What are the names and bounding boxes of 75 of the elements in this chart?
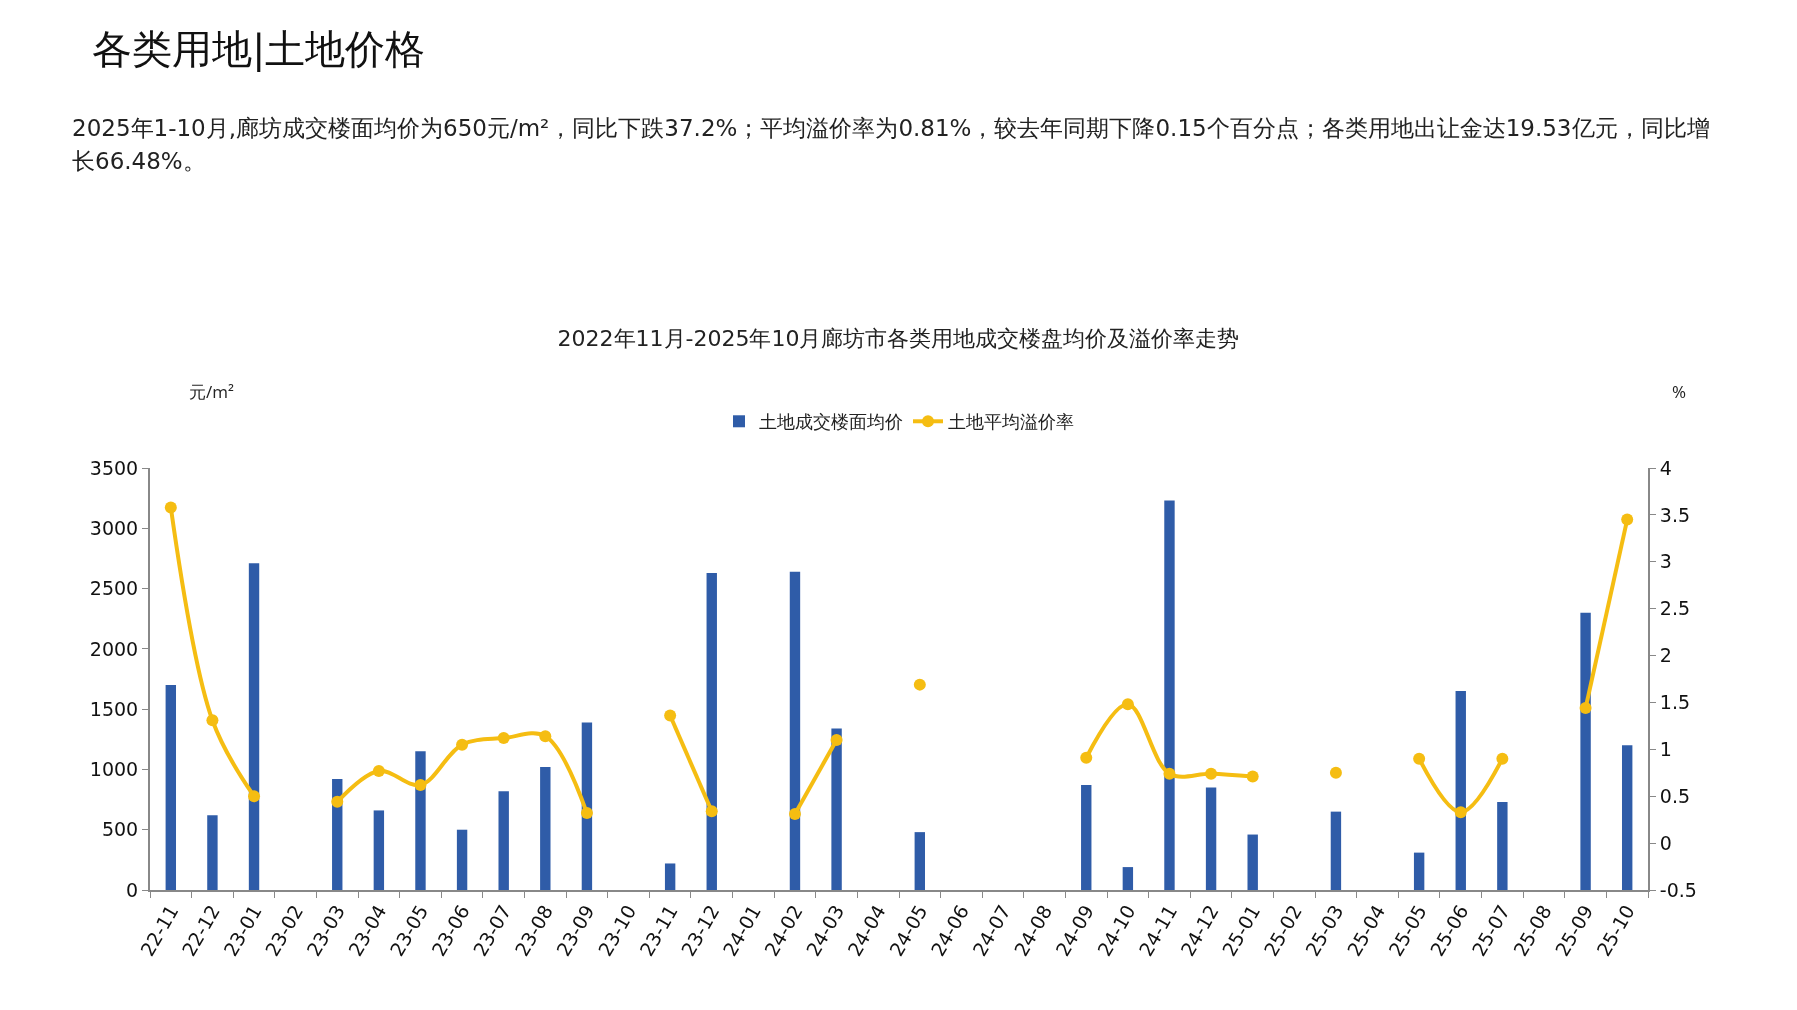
bar <box>1164 500 1175 890</box>
bar <box>1247 834 1258 890</box>
bar <box>706 572 717 890</box>
chart-title: 2022年11月-2025年10月廊坊市各类用地成交楼盘均价及溢价率走势 <box>557 325 1240 351</box>
y-tick-label: 2000 <box>89 637 139 660</box>
bar <box>1621 745 1633 890</box>
y2-axis-title: % <box>1672 380 1687 403</box>
legend-label: 土地平均溢价率 <box>948 409 1074 434</box>
point <box>705 805 718 818</box>
bar <box>373 810 385 890</box>
point <box>1080 751 1093 764</box>
bar <box>1330 811 1342 890</box>
y2-tick-label: 1.5 <box>1659 691 1691 714</box>
bar <box>1497 801 1508 890</box>
bar <box>498 791 509 890</box>
point <box>372 764 385 777</box>
bar <box>1580 612 1591 890</box>
bar <box>165 685 177 890</box>
bar <box>1205 787 1217 890</box>
bar <box>1122 867 1134 890</box>
y2-tick-label: 3.5 <box>1659 503 1691 526</box>
y2-tick-label: -0.5 <box>1659 878 1697 901</box>
y2-tick-label: 0 <box>1659 831 1672 854</box>
y2-tick-label: 2 <box>1659 644 1672 667</box>
text: 各类用地|土地价格 <box>92 25 426 74</box>
bar <box>1081 785 1092 890</box>
point <box>1413 752 1426 765</box>
bar <box>914 832 926 890</box>
y-tick-label: 3500 <box>89 456 139 479</box>
y-axis-title: 元/m² <box>189 380 234 403</box>
text: 2025年1-10月,廊坊成交楼面均价为650元/m²，同比下跌37.2%；平均溢价率为0.81%，较去年同期下降0.15个百分点；各类用地出让金达19.53亿元，同比增长66.48%。 <box>72 114 1711 176</box>
point <box>206 714 219 727</box>
y-tick-label: 1500 <box>89 697 139 720</box>
point <box>1454 806 1467 819</box>
bar <box>664 863 676 890</box>
point <box>1329 766 1342 779</box>
bar <box>207 815 218 890</box>
point <box>1205 767 1218 780</box>
y-tick-label: 500 <box>101 818 139 841</box>
point <box>1246 770 1259 783</box>
point <box>1579 702 1592 715</box>
point <box>913 678 926 691</box>
point <box>164 501 177 514</box>
y2-tick-label: 1 <box>1659 737 1672 760</box>
point <box>456 738 469 751</box>
y2-tick-label: 3 <box>1659 550 1672 573</box>
y-tick-label: 2500 <box>89 577 139 600</box>
point <box>664 709 677 722</box>
point <box>248 790 261 803</box>
y2-tick-label: 2.5 <box>1659 597 1691 620</box>
bar <box>789 571 801 890</box>
bar <box>540 767 551 890</box>
bar <box>831 728 842 890</box>
y-tick-label: 1000 <box>89 758 139 781</box>
point <box>788 808 801 821</box>
point <box>1121 698 1134 711</box>
point <box>1496 752 1509 765</box>
point <box>414 778 427 791</box>
bar <box>415 751 426 890</box>
y2-tick-label: 4 <box>1659 456 1672 479</box>
point <box>1621 513 1634 526</box>
bar <box>248 563 260 890</box>
point <box>580 807 593 820</box>
point <box>830 733 843 746</box>
bar <box>1455 691 1466 890</box>
y2-tick-label: 0.5 <box>1659 784 1691 807</box>
bar <box>1413 852 1425 890</box>
legend-label: 土地成交楼面均价 <box>759 409 903 434</box>
y-tick-label: 3000 <box>89 516 139 539</box>
point <box>1163 767 1176 780</box>
y-tick-label: 0 <box>126 878 139 901</box>
point <box>539 730 552 743</box>
bar <box>456 829 468 890</box>
point <box>497 732 510 745</box>
point <box>331 795 344 808</box>
